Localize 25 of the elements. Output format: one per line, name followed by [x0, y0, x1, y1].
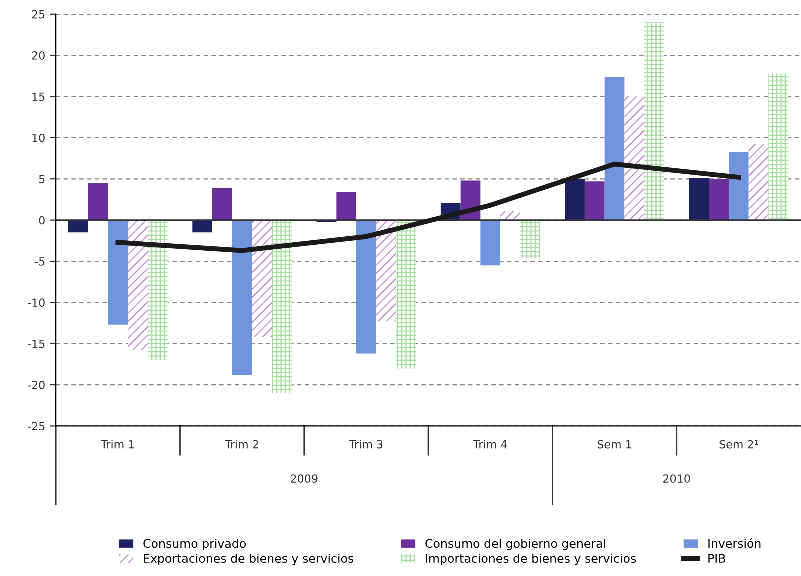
text: 2009: [291, 474, 318, 484]
y-tick-label: 10: [32, 134, 45, 142]
x-tick-label: Trim 4: [473, 440, 508, 449]
text: 2010: [664, 474, 690, 484]
legend-label: PIB: [708, 554, 726, 563]
y-tick-label: 25: [32, 10, 45, 19]
y-tick-label: -5: [35, 258, 45, 266]
y-tick-label: 5: [39, 175, 45, 184]
y-tick-label: -25: [28, 422, 45, 431]
y-tick-label: 15: [32, 92, 45, 102]
y-tick-label: -20: [28, 381, 45, 390]
x-tick-label: Sem 1: [598, 440, 632, 449]
y-tick-label: 20: [32, 52, 45, 60]
legend-label: Exportaciones de bienes y servicios: [144, 554, 354, 566]
legend-label: Importaciones de bienes y servicios: [426, 554, 636, 566]
y-tick-label: -15: [28, 340, 45, 348]
x-tick-label: Sem 2¹: [720, 440, 758, 449]
legend-label: Consumo privado: [144, 538, 246, 550]
x-tick-label: Trim 2: [225, 440, 258, 449]
legend-label: Inversión: [708, 538, 761, 548]
x-tick-label: Trim 3: [349, 440, 383, 449]
y-tick-label: 0: [39, 216, 45, 225]
y-tick-label: -10: [28, 298, 45, 308]
x-tick-label: Trim 1: [101, 440, 134, 449]
legend-label: Consumo del gobierno general: [426, 538, 606, 550]
